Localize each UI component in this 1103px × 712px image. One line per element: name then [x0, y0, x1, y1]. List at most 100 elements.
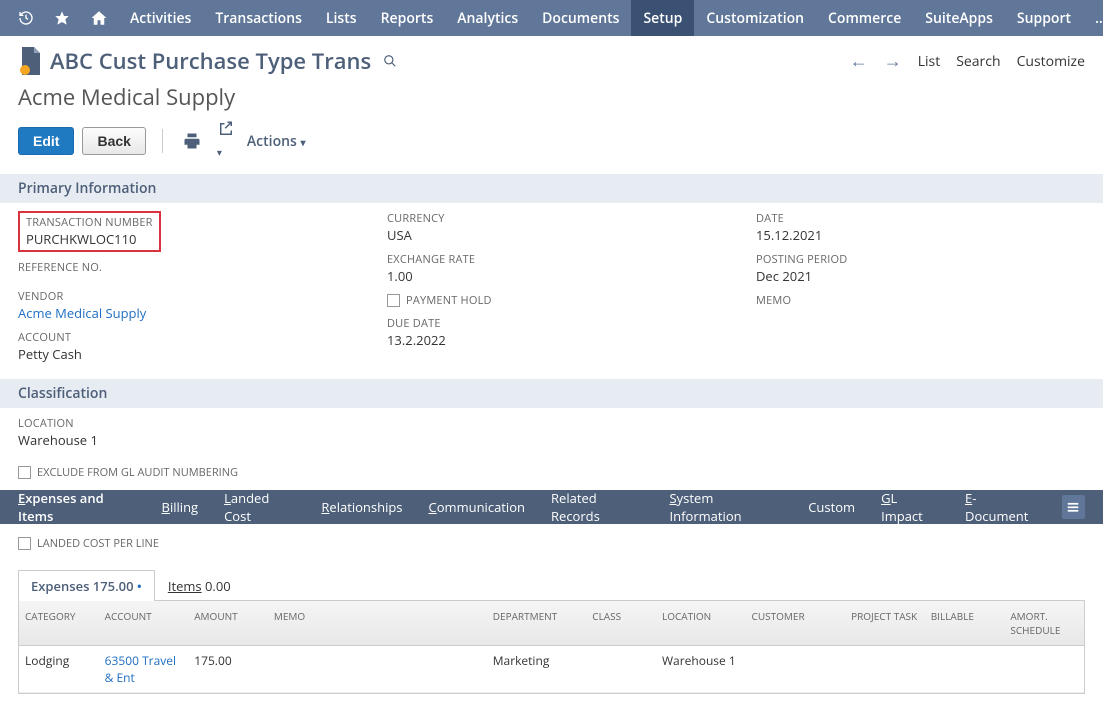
nav-support[interactable]: Support — [1005, 0, 1083, 36]
col-department[interactable]: DEPARTMENT — [487, 601, 587, 645]
star-icon[interactable] — [44, 0, 80, 36]
field-account: ACCOUNT Petty Cash — [18, 330, 347, 363]
page-title: ABC Cust Purchase Type Trans — [50, 46, 371, 76]
subtab-communication[interactable]: Communication — [429, 498, 525, 516]
field-posting-period: POSTING PERIOD Dec 2021 — [756, 252, 1085, 285]
export-icon[interactable]: ▾ — [213, 120, 239, 162]
checkbox-landed-cost-per-line[interactable] — [18, 537, 31, 550]
field-memo: MEMO — [756, 293, 1085, 308]
cell-location: Warehouse 1 — [656, 646, 746, 692]
home-icon[interactable] — [80, 0, 118, 36]
field-landed-cost-per-line: LANDED COST PER LINE — [0, 524, 1103, 561]
record-subtitle: Acme Medical Supply — [0, 76, 1103, 120]
subtab-custom[interactable]: Custom — [808, 498, 855, 516]
label-reference-no: REFERENCE NO. — [18, 260, 347, 275]
nav-suiteapps[interactable]: SuiteApps — [913, 0, 1005, 36]
col-amort[interactable]: AMORT. SCHEDULE — [1004, 601, 1084, 645]
cell-department: Marketing — [487, 646, 587, 692]
field-currency: CURRENCY USA — [387, 211, 716, 244]
nav-more[interactable]: ... — [1083, 0, 1103, 36]
page-header: ABC Cust Purchase Type Trans ← → List Se… — [0, 36, 1103, 76]
field-date: DATE 15.12.2021 — [756, 211, 1085, 244]
value-transaction-number: PURCHKWLOC110 — [26, 230, 153, 248]
col-memo[interactable]: MEMO — [268, 601, 487, 645]
label-currency: CURRENCY — [387, 211, 716, 226]
col-class[interactable]: CLASS — [586, 601, 656, 645]
actions-dropdown[interactable]: Actions ▾ — [247, 132, 306, 151]
tab-items[interactable]: Items 0.00 — [155, 570, 244, 601]
nav-commerce[interactable]: Commerce — [816, 0, 913, 36]
top-nav: ActivitiesTransactionsListsReportsAnalyt… — [0, 0, 1103, 36]
search-link[interactable]: Search — [956, 52, 1000, 71]
action-bar: Edit Back ▾ Actions ▾ — [0, 120, 1103, 174]
subtab-gl-impact[interactable]: GL Impact — [881, 489, 939, 525]
label-memo: MEMO — [756, 293, 1085, 308]
cell-billable — [925, 646, 1005, 692]
col-amount[interactable]: AMOUNT — [188, 601, 268, 645]
col-billable[interactable]: BILLABLE — [925, 601, 1005, 645]
nav-lists[interactable]: Lists — [314, 0, 369, 36]
nav-documents[interactable]: Documents — [530, 0, 631, 36]
value-date: 15.12.2021 — [756, 226, 1085, 244]
col-customer[interactable]: CUSTOMER — [746, 601, 846, 645]
subtab-billing[interactable]: Billing — [162, 498, 199, 516]
history-icon[interactable] — [8, 0, 44, 36]
subtab-expenses-and-items[interactable]: Expenses and Items — [18, 489, 136, 525]
subtab-landed-cost[interactable]: Landed Cost — [224, 489, 295, 525]
prev-arrow-icon[interactable]: ← — [850, 49, 868, 73]
value-due-date: 13.2.2022 — [387, 331, 716, 349]
edit-button[interactable]: Edit — [18, 127, 74, 155]
col-account[interactable]: ACCOUNT — [99, 601, 189, 645]
label-landed-cost-per-line: LANDED COST PER LINE — [37, 536, 159, 551]
col-project-task[interactable]: PROJECT TASK — [845, 601, 925, 645]
value-vendor[interactable]: Acme Medical Supply — [18, 304, 347, 322]
subtab-system-information[interactable]: System Information — [670, 489, 783, 525]
customize-link[interactable]: Customize — [1017, 52, 1085, 71]
print-icon[interactable] — [179, 132, 205, 150]
header-actions: ← → List Search Customize — [850, 49, 1085, 73]
label-transaction-number: TRANSACTION NUMBER — [26, 215, 153, 230]
label-date: DATE — [756, 211, 1085, 226]
table-row[interactable]: Lodging 63500 Travel & Ent 175.00 Market… — [19, 646, 1084, 693]
col-location[interactable]: LOCATION — [656, 601, 746, 645]
grid-header: CATEGORY ACCOUNT AMOUNT MEMO DEPARTMENT … — [19, 601, 1084, 646]
nav-reports[interactable]: Reports — [369, 0, 446, 36]
nav-setup[interactable]: Setup — [631, 0, 694, 36]
cell-project — [845, 646, 925, 692]
nav-analytics[interactable]: Analytics — [445, 0, 530, 36]
list-link[interactable]: List — [918, 52, 941, 71]
section-classification: Classification — [0, 379, 1103, 408]
back-button[interactable]: Back — [82, 127, 145, 155]
label-due-date: DUE DATE — [387, 316, 716, 331]
tab-expenses[interactable]: Expenses 175.00 • — [18, 570, 155, 601]
label-location: LOCATION — [18, 416, 347, 431]
inner-tabs: Expenses 175.00 • Items 0.00 — [18, 569, 1085, 601]
primary-fields: TRANSACTION NUMBER PURCHKWLOC110 REFEREN… — [0, 203, 1103, 379]
label-exchange-rate: EXCHANGE RATE — [387, 252, 716, 267]
section-primary-info: Primary Information — [0, 174, 1103, 203]
subtab-e-document[interactable]: E-Document — [965, 489, 1036, 525]
nav-activities[interactable]: Activities — [118, 0, 203, 36]
value-location: Warehouse 1 — [18, 431, 347, 449]
cell-amort — [1004, 646, 1084, 692]
expense-grid: CATEGORY ACCOUNT AMOUNT MEMO DEPARTMENT … — [18, 601, 1085, 694]
next-arrow-icon[interactable]: → — [884, 49, 902, 73]
checkbox-payment-hold[interactable] — [387, 294, 400, 307]
checkbox-exclude-gl[interactable] — [18, 466, 31, 479]
field-reference-no: REFERENCE NO. — [18, 260, 347, 275]
subtab-related-records[interactable]: Related Records — [551, 489, 644, 525]
field-exchange-rate: EXCHANGE RATE 1.00 — [387, 252, 716, 285]
label-vendor: VENDOR — [18, 289, 347, 304]
nav-customization[interactable]: Customization — [694, 0, 816, 36]
value-account: Petty Cash — [18, 345, 347, 363]
cell-customer — [746, 646, 846, 692]
col-category[interactable]: CATEGORY — [19, 601, 99, 645]
nav-transactions[interactable]: Transactions — [203, 0, 314, 36]
title-search-icon[interactable] — [383, 54, 397, 68]
field-due-date: DUE DATE 13.2.2022 — [387, 316, 716, 349]
subtab-menu-icon[interactable] — [1062, 495, 1085, 519]
cell-account[interactable]: 63500 Travel & Ent — [99, 646, 189, 692]
subtab-relationships[interactable]: Relationships — [321, 498, 402, 516]
value-posting-period: Dec 2021 — [756, 267, 1085, 285]
cell-category: Lodging — [19, 646, 99, 692]
